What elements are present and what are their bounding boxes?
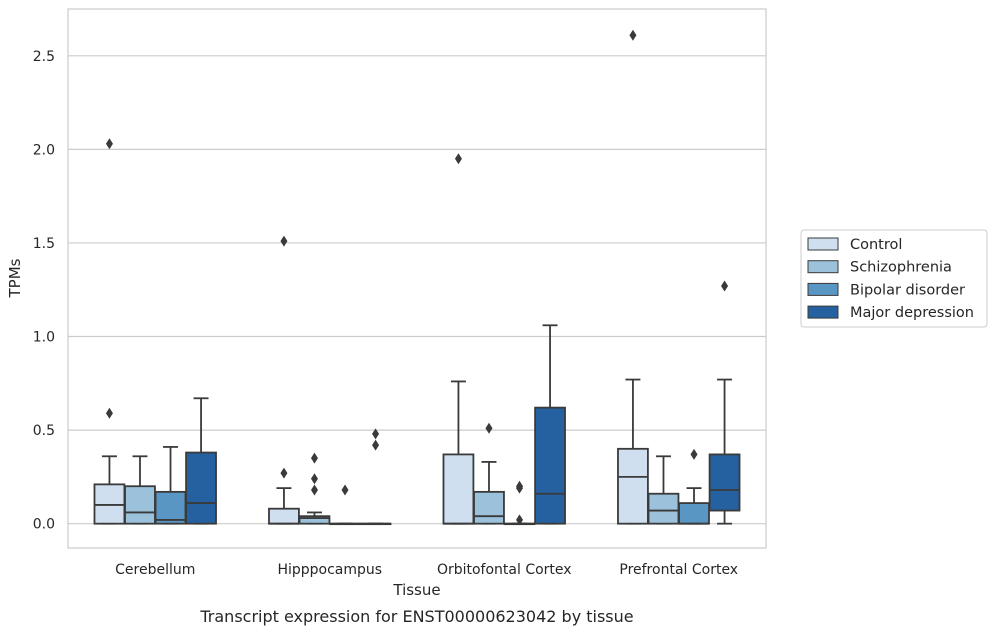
legend-label: Bipolar disorder bbox=[850, 282, 965, 298]
legend-swatch bbox=[807, 305, 839, 319]
y-tick-label: 1.0 bbox=[33, 330, 55, 346]
box-body bbox=[678, 502, 710, 525]
y-tick-label: 1.5 bbox=[33, 236, 55, 252]
box-control bbox=[93, 138, 126, 525]
legend-label: Control bbox=[850, 237, 902, 253]
outlier-point bbox=[341, 484, 349, 496]
box-series bbox=[93, 29, 741, 526]
x-tick-labels: Cerebellum Hipppocampus Orbitofontal Corte… bbox=[115, 562, 738, 578]
box-bipolar-disorder bbox=[154, 446, 187, 525]
outlier-point bbox=[485, 422, 493, 434]
outlier-point bbox=[105, 407, 113, 419]
box-body bbox=[442, 453, 475, 525]
y-tick-label: 2.5 bbox=[33, 49, 55, 65]
box-control bbox=[442, 153, 475, 525]
box-body bbox=[617, 447, 649, 525]
box-schizophrenia bbox=[124, 455, 156, 525]
outlier-point bbox=[310, 484, 318, 496]
x-tick-label: Orbitofontal Cortex bbox=[437, 562, 572, 578]
box-schizophrenia bbox=[298, 452, 331, 525]
chart-caption: Transcript expression for ENST0000062304… bbox=[199, 607, 633, 626]
outlier-point bbox=[105, 138, 113, 150]
outlier-point bbox=[721, 280, 729, 292]
box-major-depression bbox=[708, 280, 741, 525]
legend-label: Major depression bbox=[850, 305, 974, 321]
box-bipolar-disorder bbox=[329, 484, 361, 526]
legend-swatch bbox=[807, 282, 839, 296]
box-body bbox=[298, 515, 331, 525]
outlier-point bbox=[372, 439, 380, 451]
box-bipolar-disorder bbox=[678, 448, 710, 525]
box-body bbox=[268, 507, 300, 525]
box-major-depression bbox=[534, 324, 566, 525]
box-major-depression bbox=[185, 397, 217, 525]
outlier-point bbox=[310, 452, 318, 464]
y-tick-label: 2.0 bbox=[33, 142, 55, 158]
legend-swatch bbox=[807, 237, 839, 251]
y-tick-label: 0.5 bbox=[33, 423, 55, 439]
outlier-point bbox=[454, 153, 462, 165]
box-body bbox=[647, 492, 680, 525]
box-control bbox=[268, 235, 300, 525]
box-body bbox=[534, 406, 566, 525]
legend: Control Schizophrenia Bipolar disorder Majo… bbox=[800, 229, 988, 328]
outlier-point bbox=[690, 448, 698, 460]
x-tick-label: Hipppocampus bbox=[277, 562, 382, 578]
box-control bbox=[617, 29, 649, 525]
legend-swatch bbox=[807, 260, 839, 274]
legend-frame bbox=[800, 229, 988, 328]
x-tick-label: Prefrontal Cortex bbox=[619, 562, 738, 578]
box-major-depression bbox=[359, 428, 392, 526]
legend-label: Schizophrenia bbox=[850, 260, 952, 276]
outlier-point bbox=[516, 514, 524, 526]
outlier-point bbox=[372, 428, 380, 440]
box-schizophrenia bbox=[473, 422, 505, 525]
x-axis-label: Tissue bbox=[392, 581, 440, 599]
box-body bbox=[124, 485, 156, 525]
outlier-point bbox=[629, 29, 637, 41]
box-body bbox=[154, 490, 187, 525]
y-tick-labels: 0.0 0.5 1.0 1.5 2.0 2.5 bbox=[33, 49, 55, 533]
outlier-point bbox=[310, 473, 318, 485]
box-body bbox=[93, 483, 126, 525]
outlier-point bbox=[280, 467, 288, 479]
box-body bbox=[473, 490, 505, 525]
plot-frame bbox=[67, 8, 767, 549]
x-tick-label: Cerebellum bbox=[115, 562, 195, 578]
box-body bbox=[185, 451, 217, 525]
outlier-point bbox=[280, 235, 288, 247]
outlier-point bbox=[516, 480, 524, 492]
y-tick-label: 0.0 bbox=[33, 517, 55, 533]
box-body bbox=[708, 453, 741, 512]
y-axis-label: TPMs bbox=[6, 258, 24, 298]
